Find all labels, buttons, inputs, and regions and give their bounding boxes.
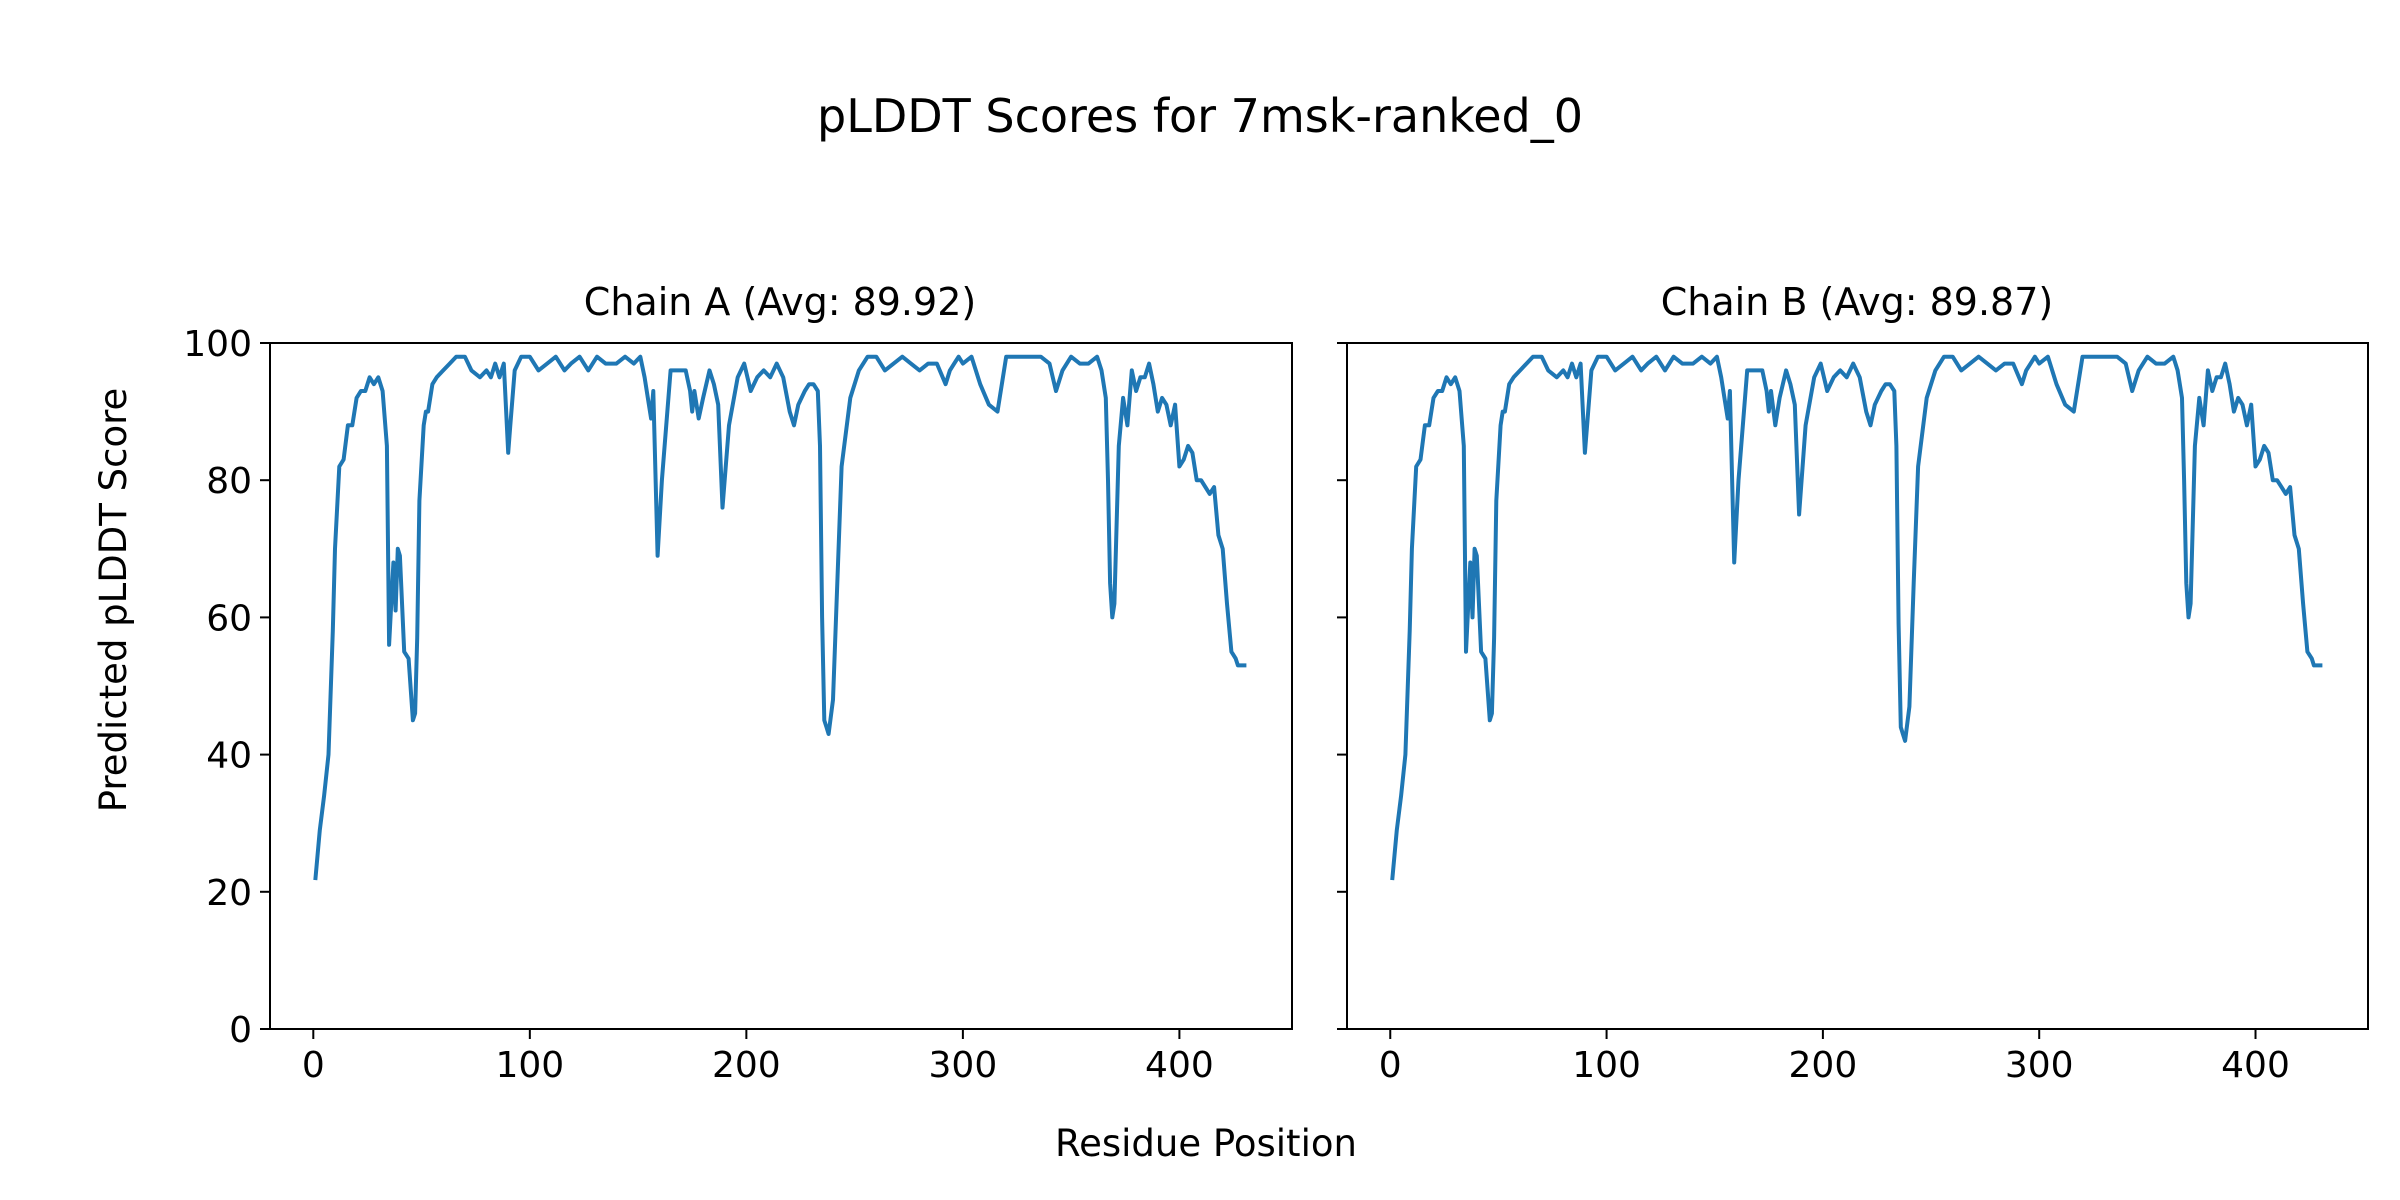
chain-a-x-tick-label: 0 [302,1045,325,1086]
chain-a-y-tick-label: 20 [206,873,252,914]
chain-b-x-tick-label: 200 [1789,1045,1858,1086]
chain-a-x-tick-label: 400 [1145,1045,1214,1086]
x-axis-label: Residue Position [1055,1122,1357,1165]
chain-a-y-tick-label: 100 [183,324,252,365]
chain-a-y-tick-label: 40 [206,736,252,777]
chain-a-y-tick-label: 60 [206,598,252,639]
chain-b-title: Chain B (Avg: 89.87) [1661,280,2053,324]
chain-b-x-tick-label: 400 [2221,1045,2290,1086]
chain-a-x-tick-label: 200 [712,1045,781,1086]
y-axis-label: Predicted pLDDT Score [92,388,135,813]
chain-b-x-tick-label: 300 [2005,1045,2074,1086]
chain-a-x-tick-label: 100 [495,1045,564,1086]
chain-b-x-tick-label: 100 [1572,1045,1641,1086]
chain-b-x-tick-label: 0 [1379,1045,1402,1086]
chain-a-x-tick-label: 300 [929,1045,998,1086]
chain-a-y-tick-label: 0 [229,1010,252,1051]
chain-a-title: Chain A (Avg: 89.92) [584,280,976,324]
chain-a-y-tick-label: 80 [206,461,252,502]
figure-title: pLDDT Scores for 7msk-ranked_0 [817,89,1583,143]
